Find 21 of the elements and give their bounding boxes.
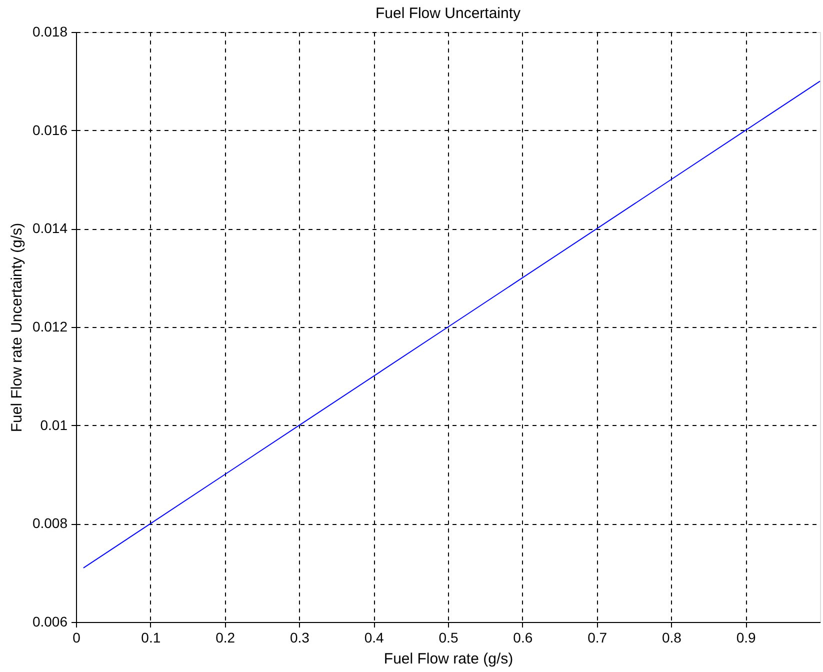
x-axis-title: Fuel Flow rate (g/s) [384, 650, 514, 668]
y-tick-label: 0.006 [32, 614, 68, 630]
y-tick-label: 0.018 [32, 24, 68, 40]
x-tick-label: 0.4 [364, 630, 384, 646]
x-tick-label: 0.9 [736, 630, 756, 646]
x-tick-label: 0.8 [662, 630, 682, 646]
x-tick-label: 0.5 [438, 630, 458, 646]
y-tick-label: 0.014 [32, 220, 68, 236]
line-series [82, 80, 820, 568]
x-tick-label: 0.2 [216, 630, 236, 646]
y-tick-label: 0.008 [32, 515, 68, 532]
chart-title: Fuel Flow Uncertainty [375, 5, 522, 22]
y-axis-title: Fuel Flow rate Uncertainty (g/s) [8, 222, 26, 432]
y-tick-label: 0.012 [32, 318, 68, 334]
y-tick-label: 0.01 [40, 416, 68, 433]
x-tick-label: 0 [72, 630, 81, 646]
x-tick-label: 0.6 [513, 630, 533, 646]
x-tick-label: 0.7 [588, 630, 608, 646]
x-tick-label: 0.3 [290, 630, 310, 646]
x-tick-label: 0.1 [141, 630, 161, 646]
y-tick-label: 0.016 [32, 122, 68, 138]
